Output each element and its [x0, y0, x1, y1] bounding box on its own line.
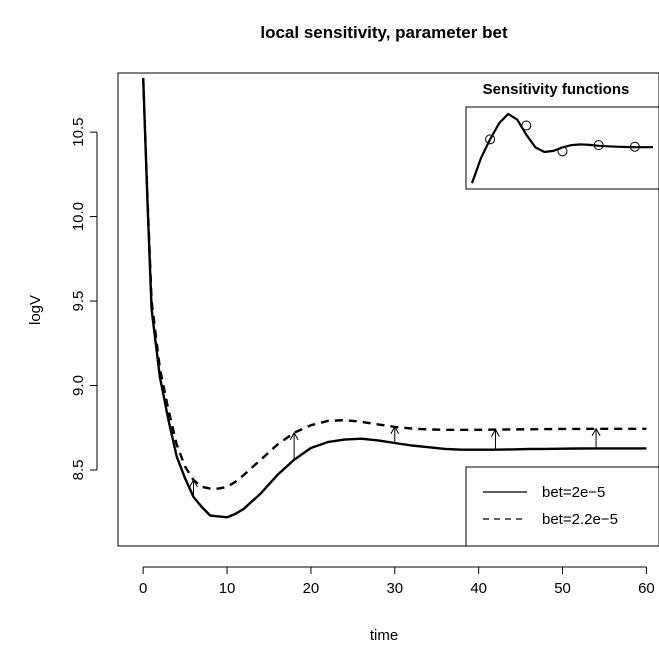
plot-frame [117, 72, 659, 547]
x-tick-label: 10 [219, 580, 236, 597]
legend: bet=2e−5 bet=2.2e−5 [465, 466, 659, 547]
legend-box [465, 466, 659, 547]
chart-title: local sensitivity, parameter bet [260, 23, 508, 42]
sensitivity-arrow [189, 479, 198, 498]
legend-label: bet=2e−5 [542, 484, 605, 501]
inset-marker [485, 134, 496, 145]
inset-marker [557, 146, 568, 157]
sensitivity-arrow [491, 428, 500, 450]
x-tick-label: 40 [470, 580, 487, 597]
y-tick-label: 10.5 [70, 118, 87, 147]
inset-line [470, 112, 653, 184]
inset-chart: Sensitivity functions [465, 81, 659, 190]
series-line-1 [142, 78, 647, 519]
y-tick-label: 9.0 [70, 375, 87, 396]
x-tick-label: 60 [638, 580, 655, 597]
series-layer [142, 78, 647, 519]
inset-title: Sensitivity functions [483, 81, 630, 98]
x-axis-label: time [370, 627, 398, 644]
arrow-layer [189, 425, 601, 498]
y-tick-label: 10.0 [70, 202, 87, 231]
y-tick-label: 8.5 [70, 460, 87, 481]
x-tick-label: 20 [303, 580, 320, 597]
x-tick-label: 0 [139, 580, 147, 597]
y-axis: 8.5 9.0 9.5 10.0 10.5 [70, 118, 98, 481]
x-tick-label: 50 [554, 580, 571, 597]
x-tick-label: 30 [386, 580, 403, 597]
legend-label: bet=2.2e−5 [542, 511, 618, 528]
sensitivity-arrow [289, 431, 299, 460]
inset-marker [629, 141, 640, 152]
inset-marker [593, 140, 604, 151]
y-axis-label: logV [27, 295, 44, 325]
inset-marker [521, 120, 532, 131]
y-tick-label: 9.5 [70, 291, 87, 312]
x-axis: 0 10 20 30 40 50 60 [139, 566, 655, 597]
series-line-2 [142, 78, 647, 490]
sensitivity-arrow [591, 427, 601, 449]
sensitivity-arrow [390, 425, 400, 443]
